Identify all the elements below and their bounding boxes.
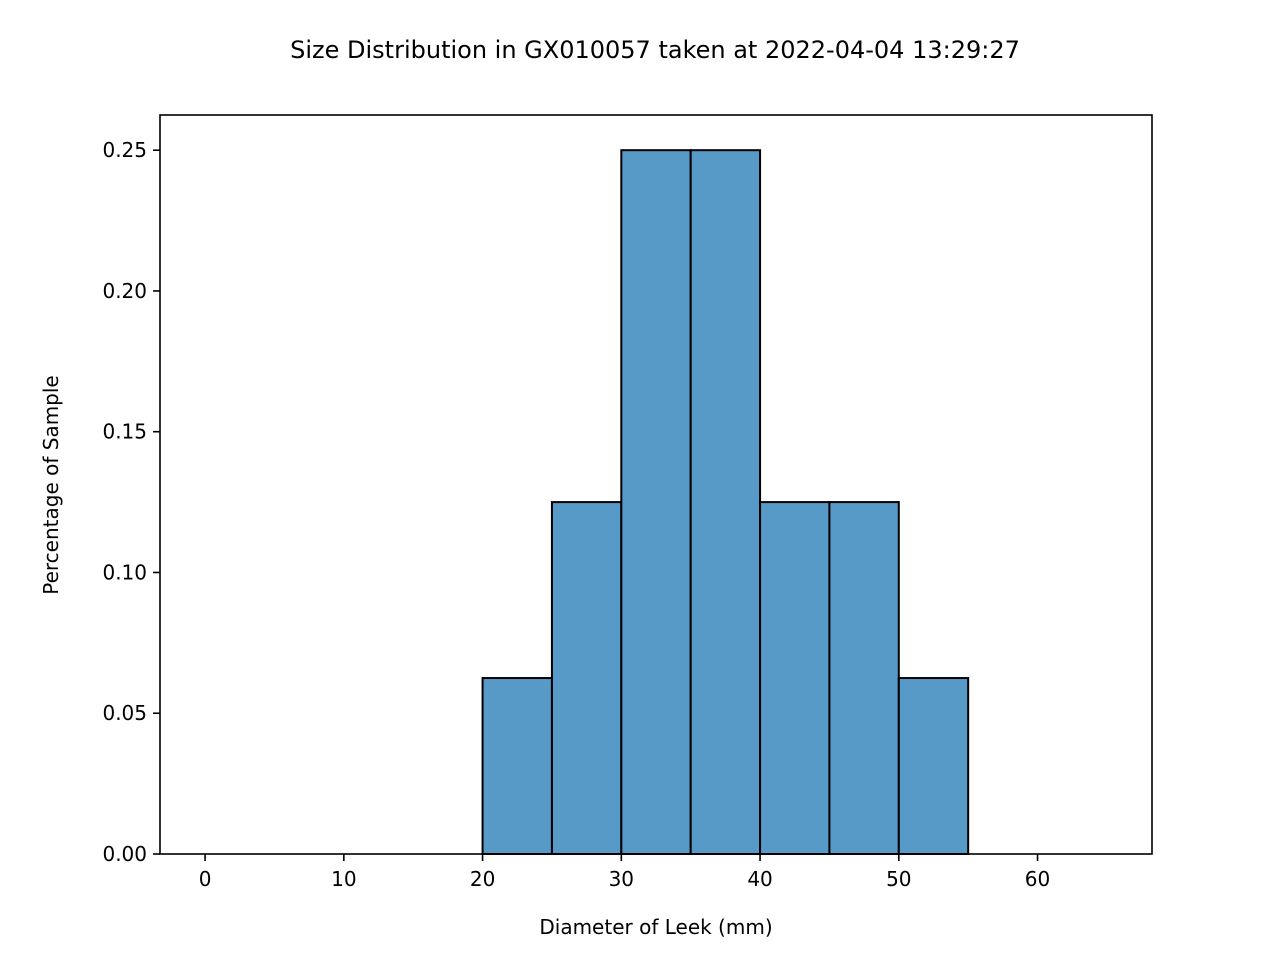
y-tick-label: 0.20 xyxy=(102,279,147,303)
histogram-bar xyxy=(550,501,623,855)
y-tick-label: 0.05 xyxy=(102,701,147,725)
x-tick-label: 40 xyxy=(747,867,772,891)
histogram-bar xyxy=(620,149,692,855)
histogram-bar xyxy=(759,501,831,855)
chart-title: Size Distribution in GX010057 taken at 2… xyxy=(290,36,1020,64)
x-tick-label: 50 xyxy=(886,867,911,891)
y-tick-label: 0.00 xyxy=(102,842,147,866)
x-axis: 0 10 20 30 40 50 60 xyxy=(199,854,1050,891)
x-axis-label: Diameter of Leek (mm) xyxy=(539,915,772,939)
x-tick-label: 20 xyxy=(470,867,495,891)
x-tick-label: 60 xyxy=(1025,867,1050,891)
y-tick-label: 0.15 xyxy=(102,420,147,444)
y-tick-label: 0.25 xyxy=(102,138,147,162)
x-tick-label: 10 xyxy=(331,867,356,891)
y-axis: 0.00 0.05 0.10 0.15 0.20 0.25 xyxy=(102,138,160,866)
histogram-bar xyxy=(689,149,762,855)
y-axis-label: Percentage of Sample xyxy=(39,375,63,595)
histogram-bar xyxy=(828,501,900,855)
histogram-bar xyxy=(481,677,553,855)
x-tick-label: 0 xyxy=(199,867,212,891)
y-tick-label: 0.10 xyxy=(102,560,147,584)
bars-group xyxy=(481,149,970,855)
histogram-bar xyxy=(897,677,970,855)
x-tick-label: 30 xyxy=(609,867,634,891)
plot-frame xyxy=(159,114,1153,855)
